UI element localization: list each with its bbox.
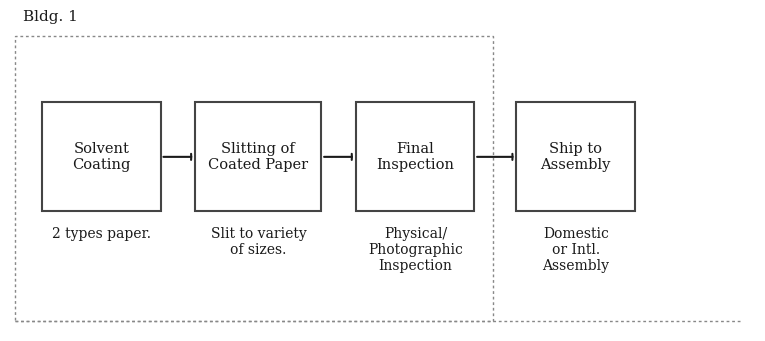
Bar	[356, 102, 474, 211]
Bar	[42, 102, 161, 211]
Bar	[195, 102, 321, 211]
Text: Ship to
Assembly: Ship to Assembly	[541, 142, 610, 172]
Text: Slitting of
Coated Paper: Slitting of Coated Paper	[208, 142, 308, 172]
Text: Domestic
or Intl.
Assembly: Domestic or Intl. Assembly	[542, 227, 610, 273]
Text: Solvent
Coating: Solvent Coating	[72, 142, 131, 172]
Text: Bldg. 1: Bldg. 1	[23, 10, 78, 24]
Text: 2 types paper.: 2 types paper.	[52, 227, 151, 241]
Bar	[15, 36, 493, 321]
Text: Slit to variety
of sizes.: Slit to variety of sizes.	[210, 227, 307, 257]
Text: Final
Inspection: Final Inspection	[376, 142, 454, 172]
Bar	[516, 102, 635, 211]
Text: Physical/
Photographic
Inspection: Physical/ Photographic Inspection	[368, 227, 463, 273]
